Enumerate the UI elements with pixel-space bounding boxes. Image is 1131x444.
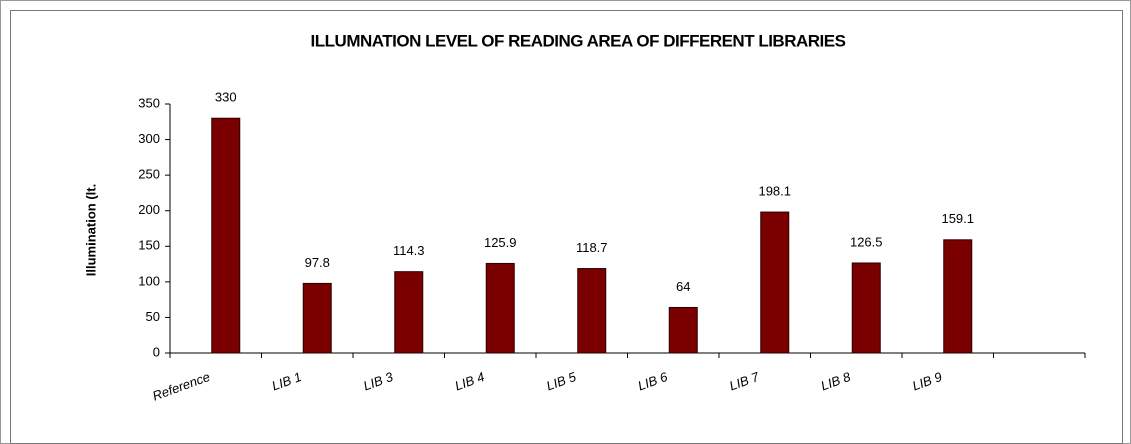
y-tick-label: 50 [146,309,160,324]
y-tick-label: 100 [138,273,160,288]
value-label: 97.8 [305,255,330,270]
bar [485,262,515,354]
y-tick-label: 0 [153,344,160,359]
y-tick-label: 250 [138,167,160,182]
bar [943,239,973,354]
y-axis-label: Illumination (lt. [83,184,98,276]
bar [760,211,790,354]
chart-area [10,10,1123,444]
value-label: 125.9 [484,235,517,250]
value-label: 118.7 [576,240,608,255]
bar [668,306,698,354]
bar [577,268,607,354]
value-label: 114.3 [393,243,425,258]
value-label: 159.1 [941,211,974,226]
y-tick-label: 350 [138,95,160,110]
value-label: 330 [215,90,237,105]
chart-title: ILLUMNATION LEVEL OF READING AREA OF DIF… [311,31,846,50]
bar [302,282,332,354]
bar [851,262,881,354]
y-tick-label: 150 [138,238,160,253]
value-label: 64 [676,279,690,294]
value-label: 126.5 [850,234,883,249]
value-label: 198.1 [758,184,791,199]
y-tick-label: 200 [138,202,160,217]
bar [394,271,424,354]
y-tick-label: 300 [138,131,160,146]
bar [211,117,241,354]
